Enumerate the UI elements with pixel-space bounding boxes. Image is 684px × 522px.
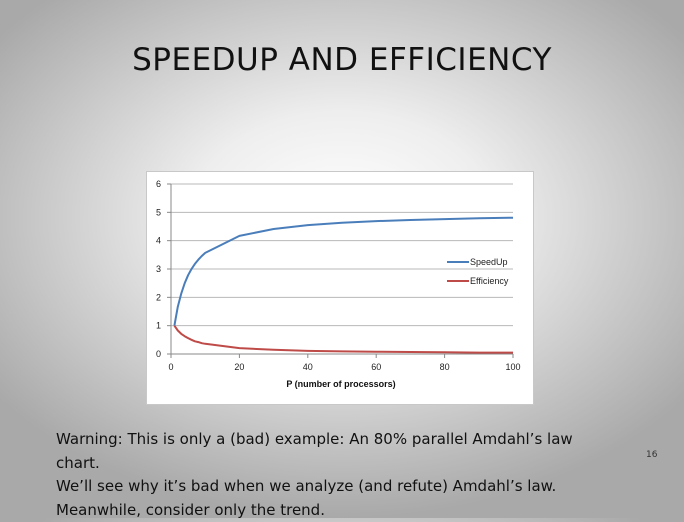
- caption: Warning: This is only a (bad) example: A…: [56, 428, 616, 522]
- slide-title: SPEEDUP AND EFFICIENCY: [0, 42, 684, 78]
- x-tick-label: 20: [234, 362, 244, 372]
- series-line-speedup: [174, 218, 513, 326]
- caption-line-3: Meanwhile, consider only the trend.: [56, 499, 616, 522]
- y-tick-label: 3: [156, 264, 161, 274]
- legend-label-speedup: SpeedUp: [470, 257, 508, 267]
- y-tick-label: 0: [156, 349, 161, 359]
- y-tick-label: 1: [156, 321, 161, 331]
- y-tick-label: 2: [156, 292, 161, 302]
- legend-label-efficiency: Efficiency: [470, 276, 509, 286]
- x-tick-label: 60: [371, 362, 381, 372]
- y-tick-label: 4: [156, 236, 161, 246]
- y-tick-label: 5: [156, 207, 161, 217]
- gridlines: [171, 184, 513, 354]
- x-tick-label: 40: [303, 362, 313, 372]
- y-tick-label: 6: [156, 179, 161, 189]
- series-line-efficiency: [174, 326, 513, 353]
- page-number: 16: [646, 450, 657, 460]
- caption-line-1: Warning: This is only a (bad) example: A…: [56, 428, 616, 475]
- series-lines: [174, 218, 513, 353]
- x-axis-title: P (number of processors): [286, 379, 395, 389]
- x-tick-label: 100: [505, 362, 520, 372]
- legend: SpeedUp Efficiency: [447, 257, 509, 286]
- x-tick-label: 80: [440, 362, 450, 372]
- caption-line-2: We’ll see why it’s bad when we analyze (…: [56, 475, 616, 499]
- x-tick-label: 0: [168, 362, 173, 372]
